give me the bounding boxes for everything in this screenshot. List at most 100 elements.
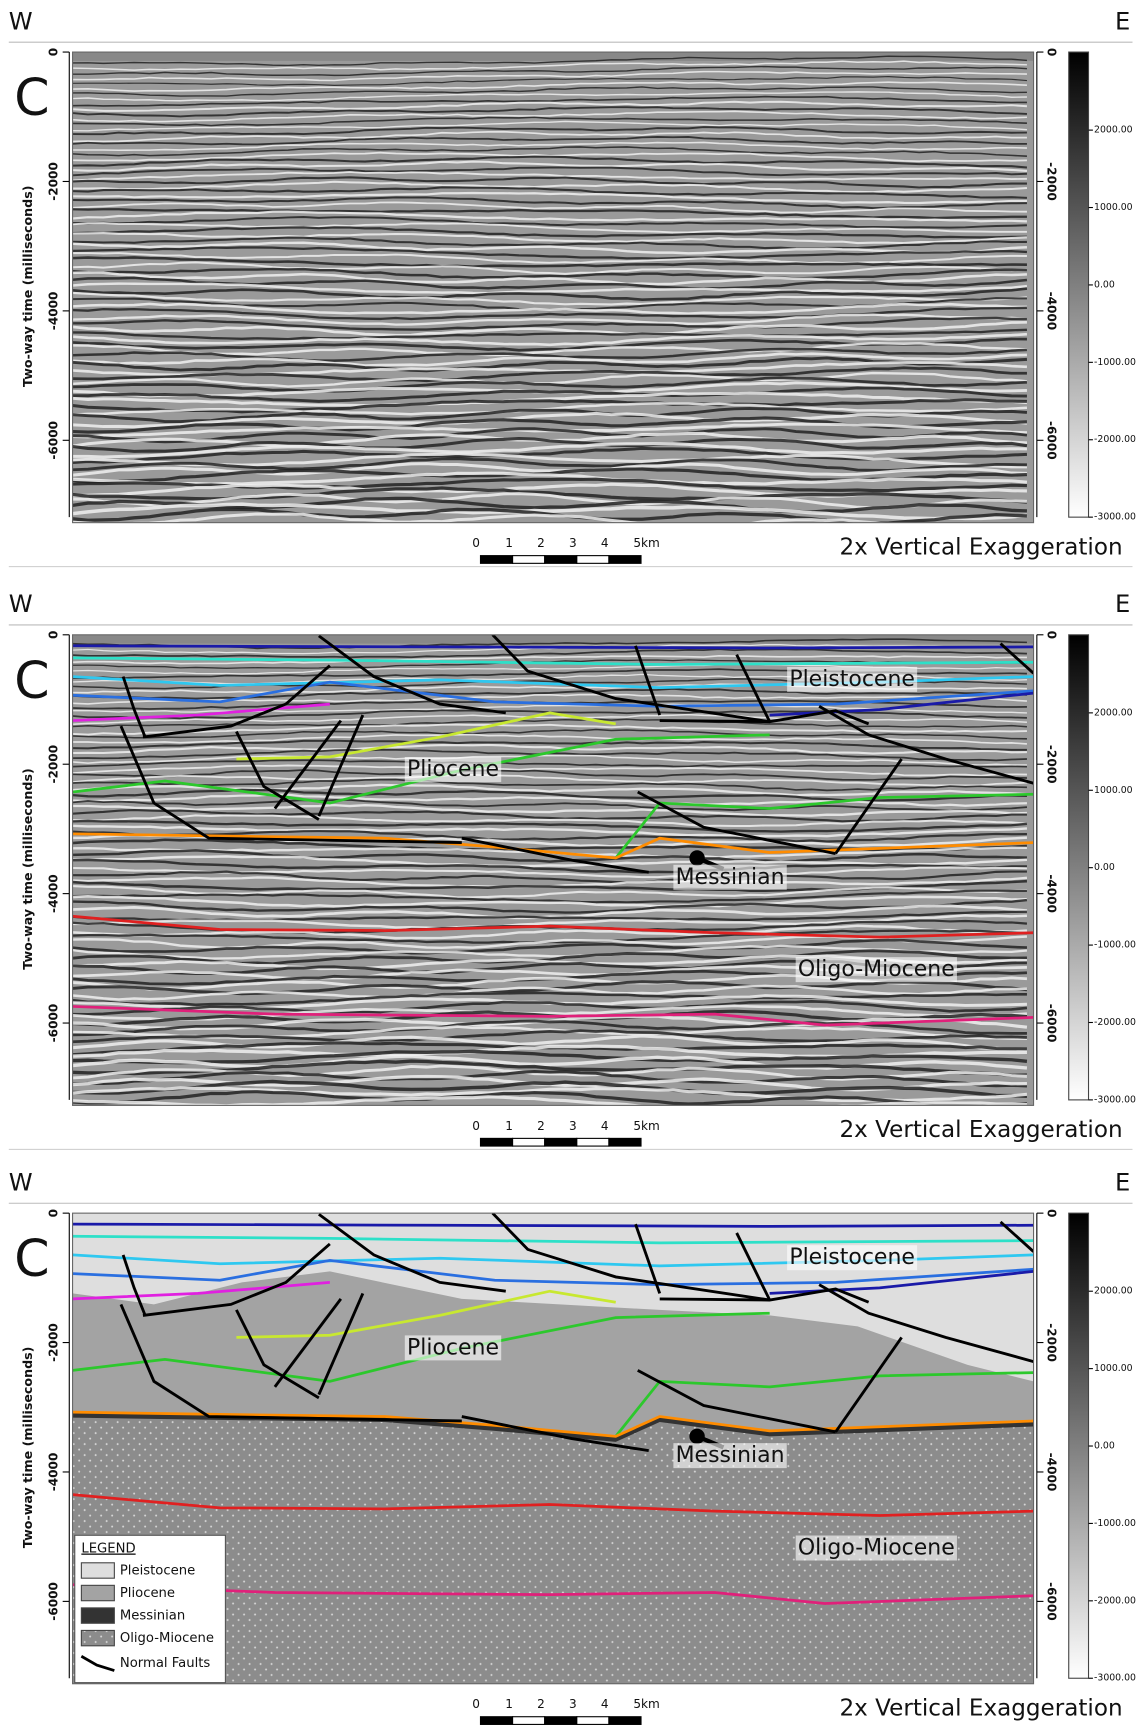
scale-label: 0	[472, 536, 480, 550]
scale-label: 1	[505, 1119, 513, 1133]
horizon	[72, 832, 1034, 860]
y2-tick-label: -4000	[1045, 292, 1059, 331]
y2-tick-label: -4000	[1045, 874, 1059, 913]
reflector	[72, 739, 1027, 751]
seismic-section	[72, 1213, 1034, 1684]
reflector	[72, 809, 1027, 823]
reflector	[72, 287, 1028, 301]
fault	[818, 705, 1034, 785]
legend-swatch	[80, 1584, 115, 1602]
scale-label: 0	[472, 1697, 480, 1711]
scale-label: 4	[601, 1697, 609, 1711]
reflector	[72, 313, 1028, 326]
horizon	[72, 1259, 1034, 1286]
horizon	[236, 711, 616, 761]
reflector	[72, 793, 1027, 807]
reflector	[72, 462, 1027, 477]
horizon	[614, 1371, 1034, 1438]
scale-segment	[512, 555, 546, 564]
y-tick-label: -2000	[46, 1323, 60, 1362]
scale-segment	[512, 1137, 546, 1147]
scale-label: 3	[569, 1119, 577, 1133]
reflector	[72, 341, 1027, 357]
y2-tick-label: -4000	[1045, 1453, 1059, 1492]
reflector	[72, 291, 1028, 306]
reflector	[72, 352, 1027, 367]
reflector	[72, 427, 1028, 444]
reflector	[72, 1049, 1028, 1065]
colorbar	[1068, 51, 1090, 518]
colorbar-tick-label: -1000.00	[1094, 357, 1136, 368]
reflector	[72, 898, 1028, 914]
reflector	[72, 366, 1027, 383]
reflector	[72, 86, 1027, 97]
panel-letter: C	[14, 651, 49, 710]
colorbar-tick-label: -2000.00	[1094, 1017, 1136, 1028]
reflector	[72, 687, 1027, 700]
legend-item: Oligo-Miocene	[120, 1631, 214, 1646]
unit-label-bg	[787, 666, 918, 692]
fault	[273, 719, 342, 810]
legend-swatch	[80, 1562, 115, 1579]
y-tick-label: -6000	[46, 1004, 60, 1043]
y-axis-title: Two-way time (milliseconds)	[20, 186, 35, 387]
legend-fault-icon	[80, 1655, 115, 1672]
horizon	[72, 1281, 330, 1301]
y2-tick-label: -6000	[1045, 1004, 1059, 1043]
colorbar-tick-label: -3000.00	[1094, 1673, 1136, 1684]
reflector	[72, 773, 1027, 787]
y-tick-label: -4000	[46, 1453, 60, 1492]
scale-segment	[608, 1137, 642, 1147]
reflector	[72, 356, 1028, 373]
reflector	[72, 814, 1028, 828]
reflector	[72, 196, 1027, 210]
reflector	[72, 232, 1027, 245]
reflector	[72, 391, 1028, 407]
horizon	[72, 702, 330, 722]
horizon	[72, 1493, 1034, 1517]
reflector	[72, 95, 1027, 107]
scale-segment	[576, 555, 610, 564]
y-tick-label: 0	[46, 1209, 60, 1217]
panel-letter: C	[14, 68, 49, 127]
unit-label: Pliocene	[407, 1335, 499, 1360]
y2-tick-label: 0	[1045, 631, 1059, 639]
horizon	[72, 1583, 1034, 1605]
unit-label: Oligo-Miocene	[798, 1535, 955, 1560]
fault	[119, 725, 462, 845]
reflector	[72, 160, 1028, 172]
reflector	[72, 944, 1028, 960]
fault	[461, 836, 649, 874]
y2-tick-label: 0	[1045, 1209, 1059, 1217]
horizon	[72, 1222, 1034, 1228]
reflector	[72, 236, 1027, 250]
reflector	[72, 643, 1027, 655]
reflector	[72, 924, 1028, 940]
reflector	[72, 166, 1027, 177]
reflector	[72, 769, 1027, 781]
reflector	[72, 201, 1027, 214]
water-column	[72, 634, 1034, 644]
reflector	[72, 803, 1027, 817]
y-tick-label: -2000	[46, 745, 60, 784]
scale-segment	[512, 1716, 546, 1725]
fault	[121, 1254, 147, 1316]
oligo-miocene-fill	[72, 1417, 1034, 1684]
reflector	[72, 759, 1027, 768]
y2-tick-label: -6000	[1045, 421, 1059, 460]
reflector	[72, 743, 1027, 755]
unit-label-bg	[673, 1443, 787, 1469]
reflector	[72, 457, 1027, 472]
reflector	[72, 870, 1027, 884]
reflector	[72, 386, 1027, 403]
reflector	[72, 442, 1027, 459]
fault	[317, 714, 365, 817]
fault	[119, 1303, 462, 1423]
fault	[999, 1220, 1034, 1253]
scale-segment	[479, 1137, 514, 1147]
reflector	[72, 222, 1027, 234]
reflector	[72, 226, 1027, 239]
fault	[818, 1283, 1034, 1363]
